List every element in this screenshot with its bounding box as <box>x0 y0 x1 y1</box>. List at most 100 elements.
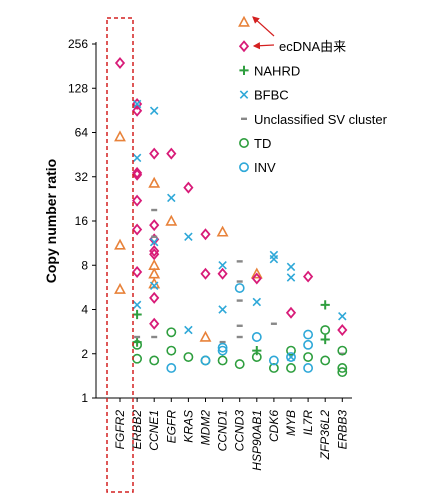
legend-label: BFBC <box>254 88 289 103</box>
data-point-diamond-ccne1 <box>149 248 160 261</box>
category-label-zfp36l2: ZFP36L2 <box>318 410 332 461</box>
data-point-triangle-egfr <box>165 214 178 226</box>
category-label-hsp90ab1: HSP90AB1 <box>250 410 264 471</box>
chart-legend: ecDNA由来 NAHRD BFBC Unclassified SV cluster T… <box>238 15 388 175</box>
y-tick-label: 1 <box>81 391 88 405</box>
data-point-diamond-erbb2 <box>132 166 143 179</box>
data-point-diamond-erbb2 <box>132 104 143 117</box>
data-point-circle-myb <box>286 352 296 362</box>
data-point-x-egfr <box>167 193 176 203</box>
data-point-diamond-egfr <box>166 147 177 160</box>
data-point-triangle-ccne1 <box>148 176 161 188</box>
y-tick-label: 16 <box>75 214 89 228</box>
data-point-circle-myb <box>286 345 296 356</box>
y-tick-label: 64 <box>75 126 89 140</box>
data-point-diamond-erbb2 <box>132 168 143 181</box>
chart-axes: 1 2 4 8 16 32 64 128 256 FGFR2 ERBB2 CCNE1 EGFR KRAS M… <box>68 17 352 493</box>
category-label-fgfr2: FGFR2 <box>113 410 127 450</box>
data-point-circle-ccnd1 <box>217 355 228 366</box>
data-point-circle-egfr <box>166 363 177 373</box>
data-point-plus-zfp36l2 <box>320 300 330 310</box>
data-point-plus-erbb2 <box>132 309 142 320</box>
data-point-circle-egfr <box>166 345 177 356</box>
legend-marker-triangle <box>238 15 250 27</box>
category-label-egfr: EGFR <box>164 410 178 444</box>
data-point-diamond-hsp90ab1 <box>251 272 262 285</box>
legend-marker-circle <box>239 162 249 173</box>
legend-label: ecDNA由来 <box>279 39 346 54</box>
legend-marker-diamond <box>238 40 250 53</box>
data-point-diamond-erbb2 <box>132 265 143 278</box>
y-tick-label: 256 <box>68 37 88 51</box>
data-point-x-ccne1 <box>149 281 159 291</box>
data-point-x-myb <box>286 262 296 272</box>
data-point-plus-hsp90ab1 <box>252 346 262 356</box>
legend-marker-plus <box>239 65 249 75</box>
data-point-circle-ccnd1 <box>217 345 228 356</box>
y-tick-label: 32 <box>75 170 89 184</box>
category-label-ccnd1: CCND1 <box>216 410 230 451</box>
data-point-x-erbb3 <box>338 311 347 321</box>
data-point-circle-hsp90ab1 <box>251 352 262 362</box>
data-point-triangle-hsp90ab1 <box>250 267 263 279</box>
data-point-circle-il7r <box>303 352 314 362</box>
category-label-mdm2: MDM2 <box>199 410 213 446</box>
data-point-x-kras <box>184 325 193 335</box>
data-point-triangle-mdm2 <box>199 330 212 342</box>
data-point-diamond-erbb2 <box>132 223 143 236</box>
data-point-plus-zfp36l2 <box>320 334 330 345</box>
data-point-circle-erbb2 <box>132 353 143 364</box>
data-point-triangle-fgfr2 <box>114 282 126 294</box>
data-point-circle-ccnd3 <box>234 359 245 370</box>
data-point-diamond-erbb3 <box>337 324 348 337</box>
legend-marker-x <box>239 90 249 99</box>
data-point-diamond-mdm2 <box>200 267 211 280</box>
data-point-x-erbb2 <box>132 300 142 310</box>
y-tick-label: 4 <box>81 303 88 317</box>
data-point-circle-il7r <box>303 339 314 350</box>
data-point-diamond-myb <box>285 306 297 319</box>
data-point-circle-egfr <box>166 327 177 338</box>
legend-label: NAHRD <box>254 63 300 78</box>
chart-marks <box>114 57 348 378</box>
data-point-circle-ccne1 <box>149 355 160 366</box>
y-axis-title: Copy number ratio <box>43 159 59 283</box>
data-point-diamond-fgfr2 <box>114 57 126 70</box>
data-point-circle-zfp36l2 <box>320 325 331 335</box>
legend-label: TD <box>254 136 271 151</box>
data-point-x-cdk6 <box>269 254 279 264</box>
data-point-circle-kras <box>183 352 194 362</box>
data-point-triangle-fgfr2 <box>114 238 126 250</box>
data-point-x-ccne1 <box>149 106 159 115</box>
legend-label: Unclassified SV cluster <box>254 112 388 127</box>
category-label-cdk6: CDK6 <box>267 410 281 442</box>
legend-label: INV <box>254 160 276 175</box>
data-point-circle-cdk6 <box>268 355 279 366</box>
data-point-circle-myb <box>286 363 296 373</box>
data-point-circle-il7r <box>303 329 314 340</box>
data-point-circle-hsp90ab1 <box>251 332 262 342</box>
data-point-x-erbb2 <box>132 153 142 163</box>
data-point-x-ccne1 <box>149 237 159 247</box>
data-point-circle-erbb3 <box>337 367 348 378</box>
y-tick-label: 8 <box>81 258 88 272</box>
data-point-diamond-kras <box>183 181 194 194</box>
data-point-circle-ccnd3 <box>234 283 245 293</box>
data-point-circle-il7r <box>303 363 314 373</box>
data-point-diamond-ccnd1 <box>217 267 228 280</box>
category-label-erbb3: ERBB3 <box>335 410 349 450</box>
data-point-triangle-ccnd1 <box>216 225 229 237</box>
data-point-diamond-ccne1 <box>149 245 160 257</box>
data-point-x-myb <box>286 273 296 282</box>
arrow-to-diamond <box>252 42 275 50</box>
data-point-circle-mdm2 <box>200 355 211 366</box>
data-point-diamond-il7r <box>303 270 314 283</box>
data-point-x-ccnd1 <box>218 305 227 314</box>
category-label-il7r: IL7R <box>301 410 315 436</box>
data-point-x-hsp90ab1 <box>252 297 262 307</box>
data-point-triangle-fgfr2 <box>114 130 126 142</box>
data-point-circle-erbb3 <box>337 345 348 356</box>
data-point-diamond-erbb2 <box>132 194 143 207</box>
category-label-ccnd3: CCND3 <box>233 410 247 452</box>
